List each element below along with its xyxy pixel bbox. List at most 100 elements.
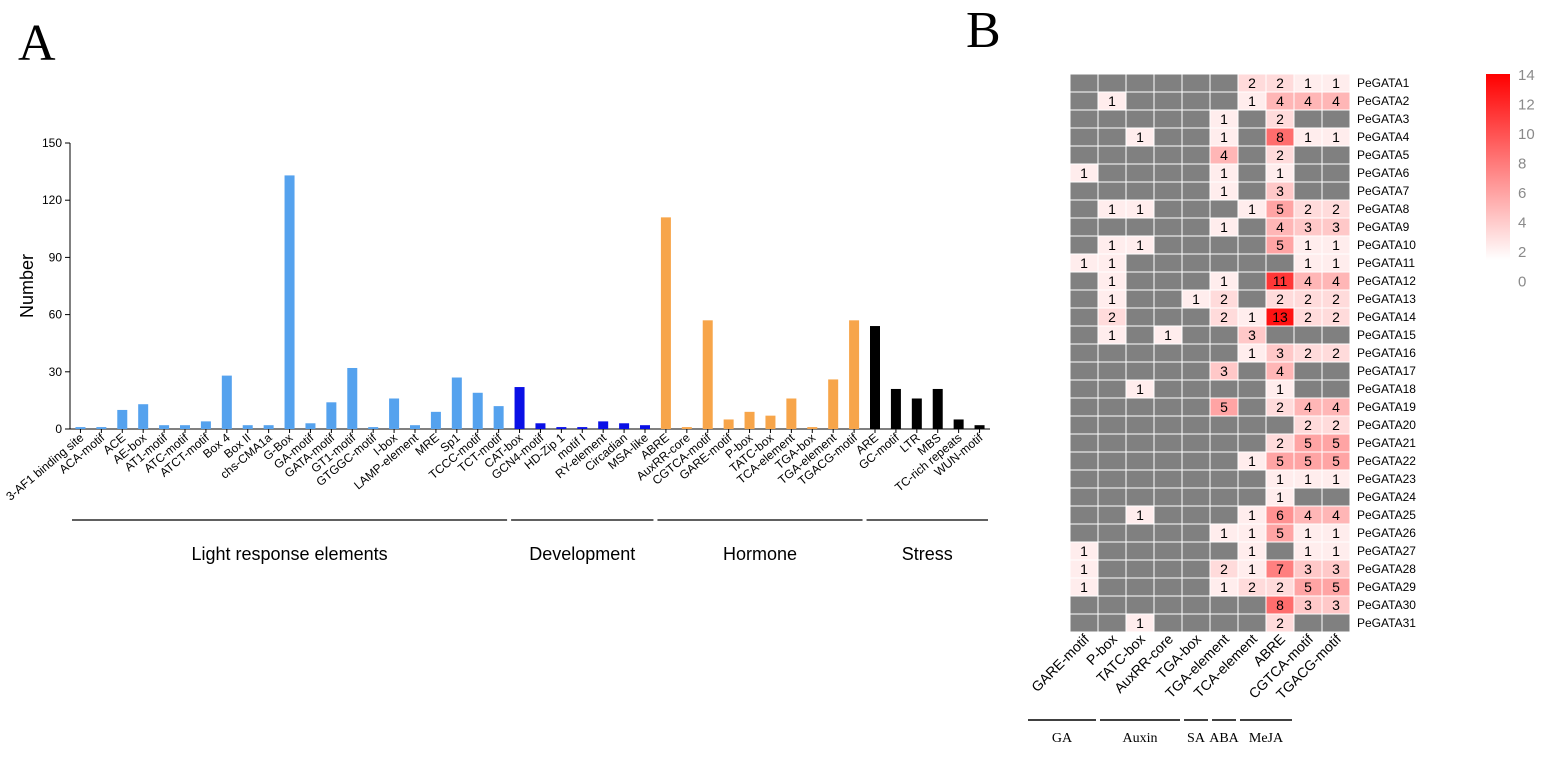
heatmap-cell-value: 2: [1248, 75, 1256, 91]
heatmap-cell: [1098, 416, 1126, 434]
heatmap-row-label: PeGATA30: [1357, 598, 1416, 612]
heatmap-cell-value: 3: [1248, 327, 1256, 343]
heatmap-cell: [1098, 290, 1126, 308]
heatmap-cell: [1210, 362, 1238, 380]
heatmap-cell-value: 1: [1108, 273, 1116, 289]
heatmap-cell: [1238, 434, 1266, 452]
heatmap-cell: [1266, 560, 1294, 578]
heatmap-cell: [1154, 74, 1182, 92]
heatmap-cell: [1126, 290, 1154, 308]
heatmap-cell-value: 1: [1248, 525, 1256, 541]
group-label: Hormone: [723, 544, 797, 564]
heatmap-cell: [1210, 434, 1238, 452]
colorbar-tick-label: 10: [1518, 126, 1535, 143]
heatmap-cell: [1210, 236, 1238, 254]
heatmap-row-label: PeGATA4: [1357, 130, 1410, 144]
heatmap-cell: [1098, 128, 1126, 146]
bar: [619, 423, 630, 429]
heatmap-cell: [1238, 596, 1266, 614]
heatmap-cell: [1182, 614, 1210, 632]
heatmap-cell: [1322, 182, 1350, 200]
heatmap-cell: [1294, 308, 1322, 326]
heatmap-cell-value: 2: [1220, 561, 1228, 577]
heatmap-cell-value: 13: [1272, 309, 1288, 325]
heatmap-cell: [1210, 110, 1238, 128]
heatmap-cell: [1126, 398, 1154, 416]
heatmap-cell: [1070, 164, 1098, 182]
heatmap-cell-value: 1: [1108, 327, 1116, 343]
heatmap-cell: [1266, 506, 1294, 524]
heatmap-row-label: PeGATA24: [1357, 490, 1416, 504]
bar: [870, 326, 880, 429]
heatmap-cell: [1266, 578, 1294, 596]
heatmap-cell: [1238, 506, 1266, 524]
heatmap-cell-value: 1: [1276, 471, 1284, 487]
heatmap-cell-value: 1: [1220, 129, 1228, 145]
bar: [75, 427, 86, 429]
heatmap-cell: [1266, 272, 1294, 290]
heatmap-cell: [1182, 470, 1210, 488]
heatmap-cell: [1098, 560, 1126, 578]
bar: [681, 427, 692, 429]
heatmap-cell: [1182, 596, 1210, 614]
heatmap-cell-value: 4: [1332, 507, 1340, 523]
heatmap-cell: [1182, 164, 1210, 182]
heatmap-cell-value: 5: [1276, 525, 1284, 541]
heatmap-cell: [1126, 506, 1154, 524]
heatmap-cell-value: 1: [1136, 237, 1144, 253]
colorbar: [1486, 74, 1510, 260]
heatmap-cell: [1238, 272, 1266, 290]
heatmap-cell: [1182, 452, 1210, 470]
heatmap-cell: [1182, 542, 1210, 560]
bar: [451, 377, 462, 429]
heatmap-cell: [1210, 380, 1238, 398]
heatmap-cell-value: 2: [1276, 111, 1284, 127]
heatmap-cell: [1294, 578, 1322, 596]
heatmap-cell: [1238, 128, 1266, 146]
heatmap-cell: [1154, 398, 1182, 416]
heatmap-cell: [1294, 524, 1322, 542]
heatmap-cell: [1266, 398, 1294, 416]
heatmap-cell: [1182, 272, 1210, 290]
heatmap-group-label: SA: [1187, 731, 1206, 746]
bar: [117, 409, 128, 429]
heatmap-cell: [1238, 542, 1266, 560]
colorbar-tick-label: 14: [1518, 67, 1535, 84]
heatmap-cell: [1266, 110, 1294, 128]
heatmap-cell: [1210, 470, 1238, 488]
heatmap-cell: [1182, 524, 1210, 542]
heatmap-cell: [1154, 452, 1182, 470]
bar: [138, 404, 149, 429]
heatmap-cell: [1266, 488, 1294, 506]
heatmap-cell: [1266, 200, 1294, 218]
heatmap-cell: [1322, 74, 1350, 92]
heatmap-cell-value: 1: [1220, 165, 1228, 181]
heatmap-cell: [1182, 362, 1210, 380]
heatmap-cell-value: 1: [1136, 507, 1144, 523]
heatmap-cell-value: 5: [1332, 435, 1340, 451]
heatmap-cell: [1154, 362, 1182, 380]
heatmap-cell: [1294, 434, 1322, 452]
heatmap-cell-value: 1: [1304, 471, 1312, 487]
heatmap-cell: [1126, 254, 1154, 272]
colorbar-tick-label: 8: [1518, 156, 1526, 173]
heatmap-cell: [1238, 236, 1266, 254]
heatmap-cell: [1322, 380, 1350, 398]
heatmap-cell: [1126, 182, 1154, 200]
heatmap-cell: [1182, 416, 1210, 434]
heatmap-cell-value: 1: [1220, 579, 1228, 595]
heatmap-cell: [1098, 524, 1126, 542]
heatmap-cell: [1294, 560, 1322, 578]
heatmap-row-label: PeGATA20: [1357, 418, 1416, 432]
heatmap-cell-value: 3: [1304, 561, 1312, 577]
heatmap-cell-value: 1: [1304, 129, 1312, 145]
heatmap-cell: [1210, 344, 1238, 362]
heatmap-cell-value: 5: [1276, 201, 1284, 217]
heatmap-cell-value: 3: [1220, 363, 1228, 379]
heatmap-cell-value: 3: [1304, 597, 1312, 613]
heatmap-cell: [1238, 488, 1266, 506]
heatmap-cell-value: 6: [1276, 507, 1284, 523]
bar: [430, 411, 441, 429]
y-tick-label: 30: [49, 365, 63, 379]
heatmap-cell-value: 1: [1136, 129, 1144, 145]
